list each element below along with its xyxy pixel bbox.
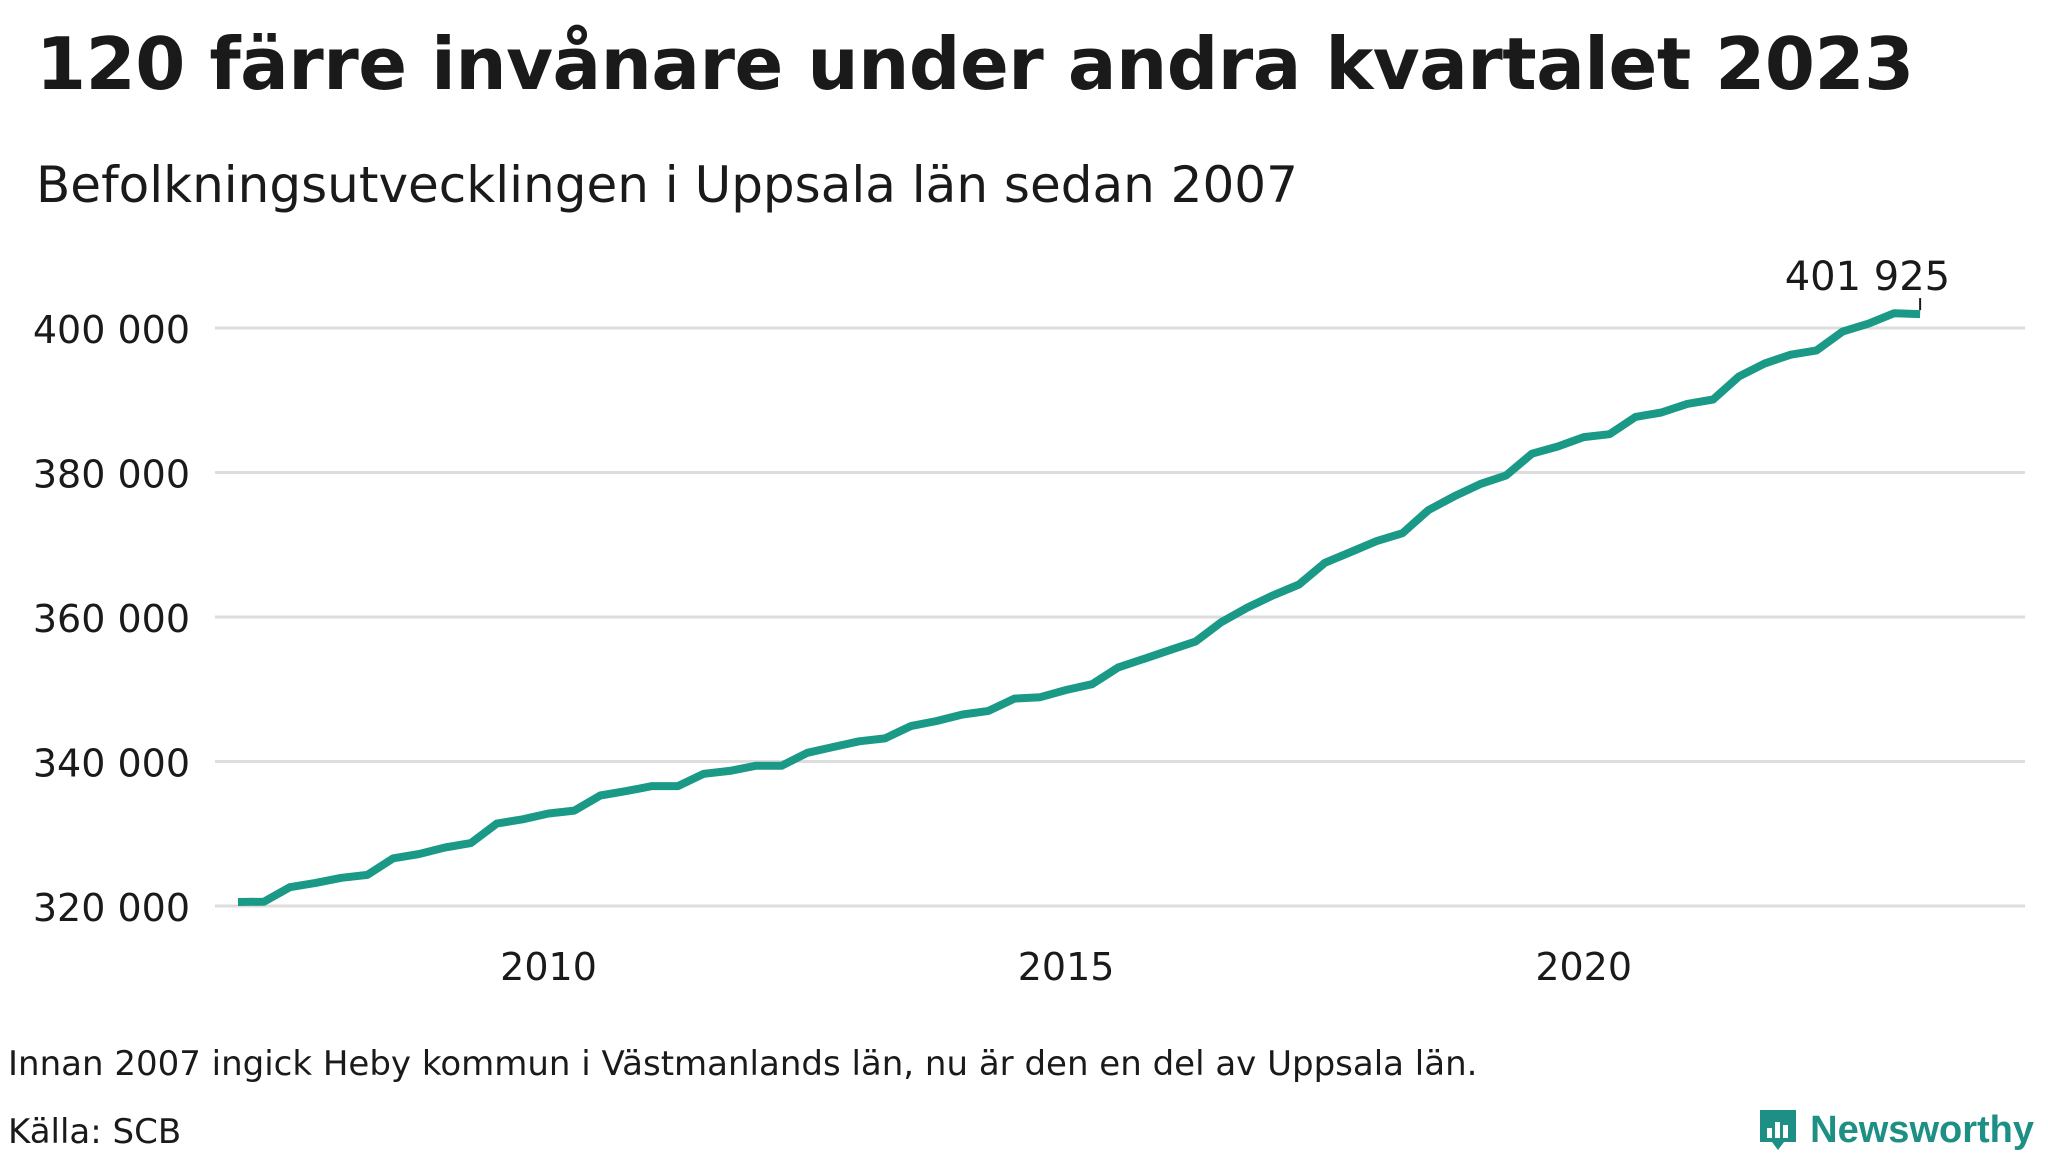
x-tick-label: 2015 [1018,945,1115,989]
series-line [237,309,1921,906]
y-tick-label: 380 000 [33,453,190,497]
x-tick-label: 2020 [1535,945,1632,989]
annotation-label: 401 925 [1785,254,1950,300]
y-tick-label: 360 000 [33,597,190,641]
footnote: Innan 2007 ingick Heby kommun i Västmanl… [8,1044,1478,1084]
chart-subtitle: Befolkningsutvecklingen i Uppsala län se… [36,156,1298,214]
newsworthy-logo-icon [1760,1110,1797,1150]
x-tick-label: 2010 [500,945,597,989]
chart-title: 120 färre invånare under andra kvartalet… [36,22,1914,106]
source-note: Källa: SCB [8,1112,182,1152]
brand-name: Newsworthy [1810,1108,2034,1151]
y-tick-label: 320 000 [33,886,190,930]
y-tick-label: 340 000 [33,742,190,786]
brand-logo: Newsworthy [1756,1106,2034,1154]
y-tick-label: 400 000 [33,308,190,352]
